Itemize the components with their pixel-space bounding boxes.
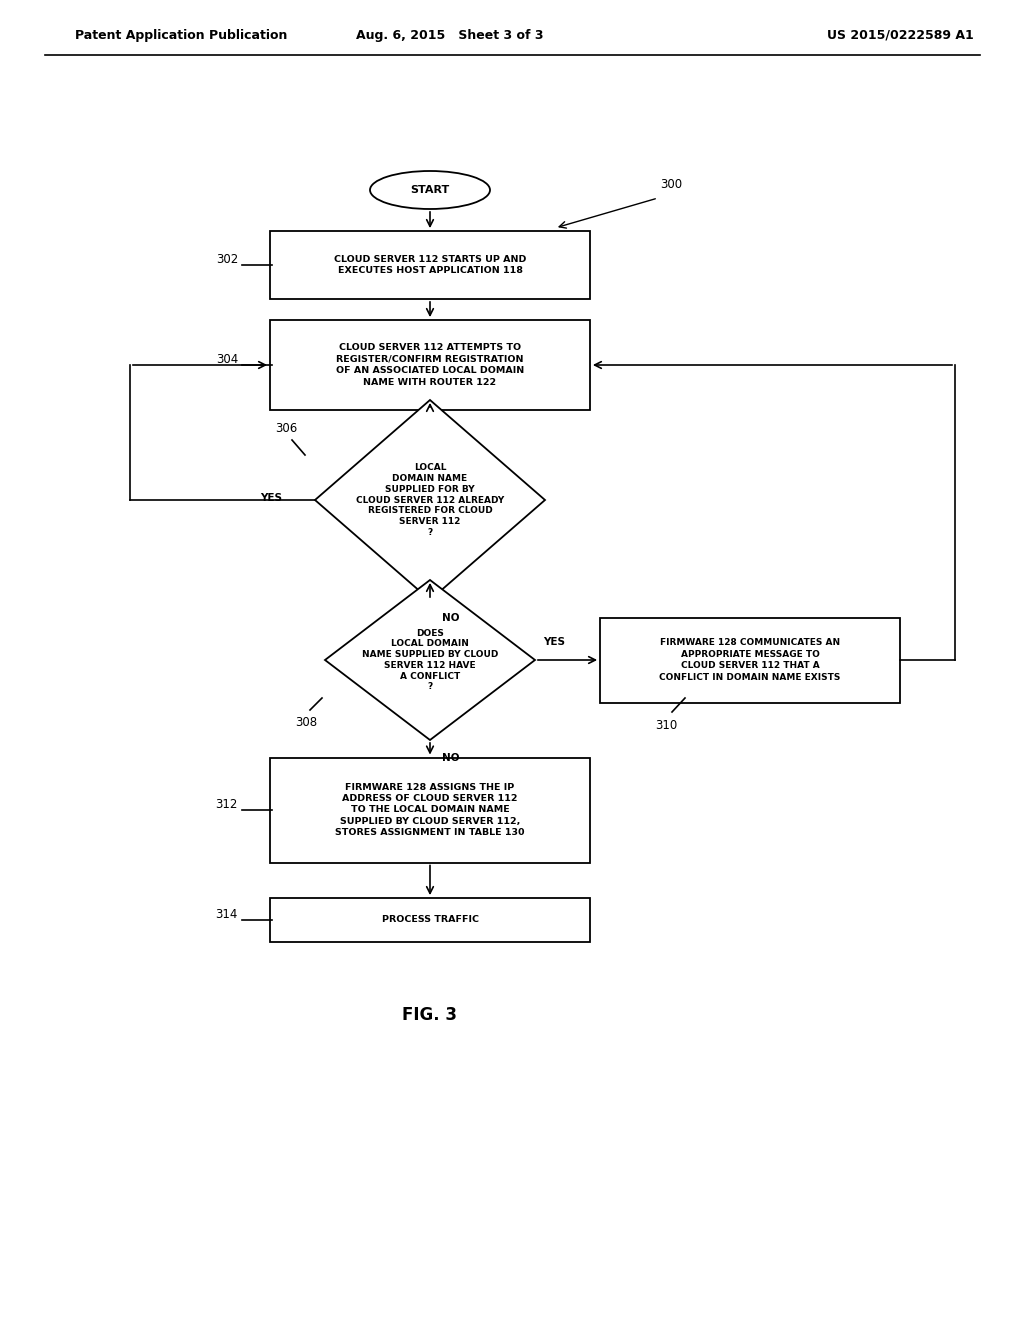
Text: FIRMWARE 128 ASSIGNS THE IP
ADDRESS OF CLOUD SERVER 112
TO THE LOCAL DOMAIN NAME: FIRMWARE 128 ASSIGNS THE IP ADDRESS OF C…	[335, 783, 524, 837]
Bar	[270, 319, 590, 411]
Text: 314: 314	[216, 908, 238, 921]
Bar	[270, 231, 590, 300]
Text: YES: YES	[543, 638, 565, 647]
Text: YES: YES	[260, 492, 282, 503]
Text: 310: 310	[655, 718, 677, 731]
Text: START: START	[411, 185, 450, 195]
Text: CLOUD SERVER 112 STARTS UP AND
EXECUTES HOST APPLICATION 118: CLOUD SERVER 112 STARTS UP AND EXECUTES …	[334, 255, 526, 276]
Text: 306: 306	[275, 421, 297, 434]
Text: PROCESS TRAFFIC: PROCESS TRAFFIC	[382, 916, 478, 924]
Text: FIG. 3: FIG. 3	[402, 1006, 458, 1024]
Text: Patent Application Publication: Patent Application Publication	[75, 29, 288, 41]
Polygon shape	[315, 400, 545, 601]
Text: 308: 308	[295, 715, 317, 729]
Ellipse shape	[370, 172, 490, 209]
Text: US 2015/0222589 A1: US 2015/0222589 A1	[826, 29, 974, 41]
Text: FIRMWARE 128 COMMUNICATES AN
APPROPRIATE MESSAGE TO
CLOUD SERVER 112 THAT A
CONF: FIRMWARE 128 COMMUNICATES AN APPROPRIATE…	[659, 639, 841, 681]
Text: 300: 300	[660, 178, 682, 191]
Polygon shape	[325, 579, 535, 741]
Bar	[600, 618, 900, 702]
Text: 312: 312	[216, 799, 238, 812]
Text: LOCAL
DOMAIN NAME
SUPPLIED FOR BY
CLOUD SERVER 112 ALREADY
REGISTERED FOR CLOUD
: LOCAL DOMAIN NAME SUPPLIED FOR BY CLOUD …	[356, 463, 504, 537]
Text: 304: 304	[216, 354, 238, 367]
Text: Aug. 6, 2015   Sheet 3 of 3: Aug. 6, 2015 Sheet 3 of 3	[356, 29, 544, 41]
Text: CLOUD SERVER 112 ATTEMPTS TO
REGISTER/CONFIRM REGISTRATION
OF AN ASSOCIATED LOCA: CLOUD SERVER 112 ATTEMPTS TO REGISTER/CO…	[336, 343, 524, 387]
Text: NO: NO	[442, 752, 460, 763]
Text: 302: 302	[216, 253, 238, 267]
Text: NO: NO	[442, 612, 460, 623]
Bar	[270, 758, 590, 862]
Bar	[270, 898, 590, 942]
Text: DOES
LOCAL DOMAIN
NAME SUPPLIED BY CLOUD
SERVER 112 HAVE
A CONFLICT
?: DOES LOCAL DOMAIN NAME SUPPLIED BY CLOUD…	[361, 628, 499, 692]
